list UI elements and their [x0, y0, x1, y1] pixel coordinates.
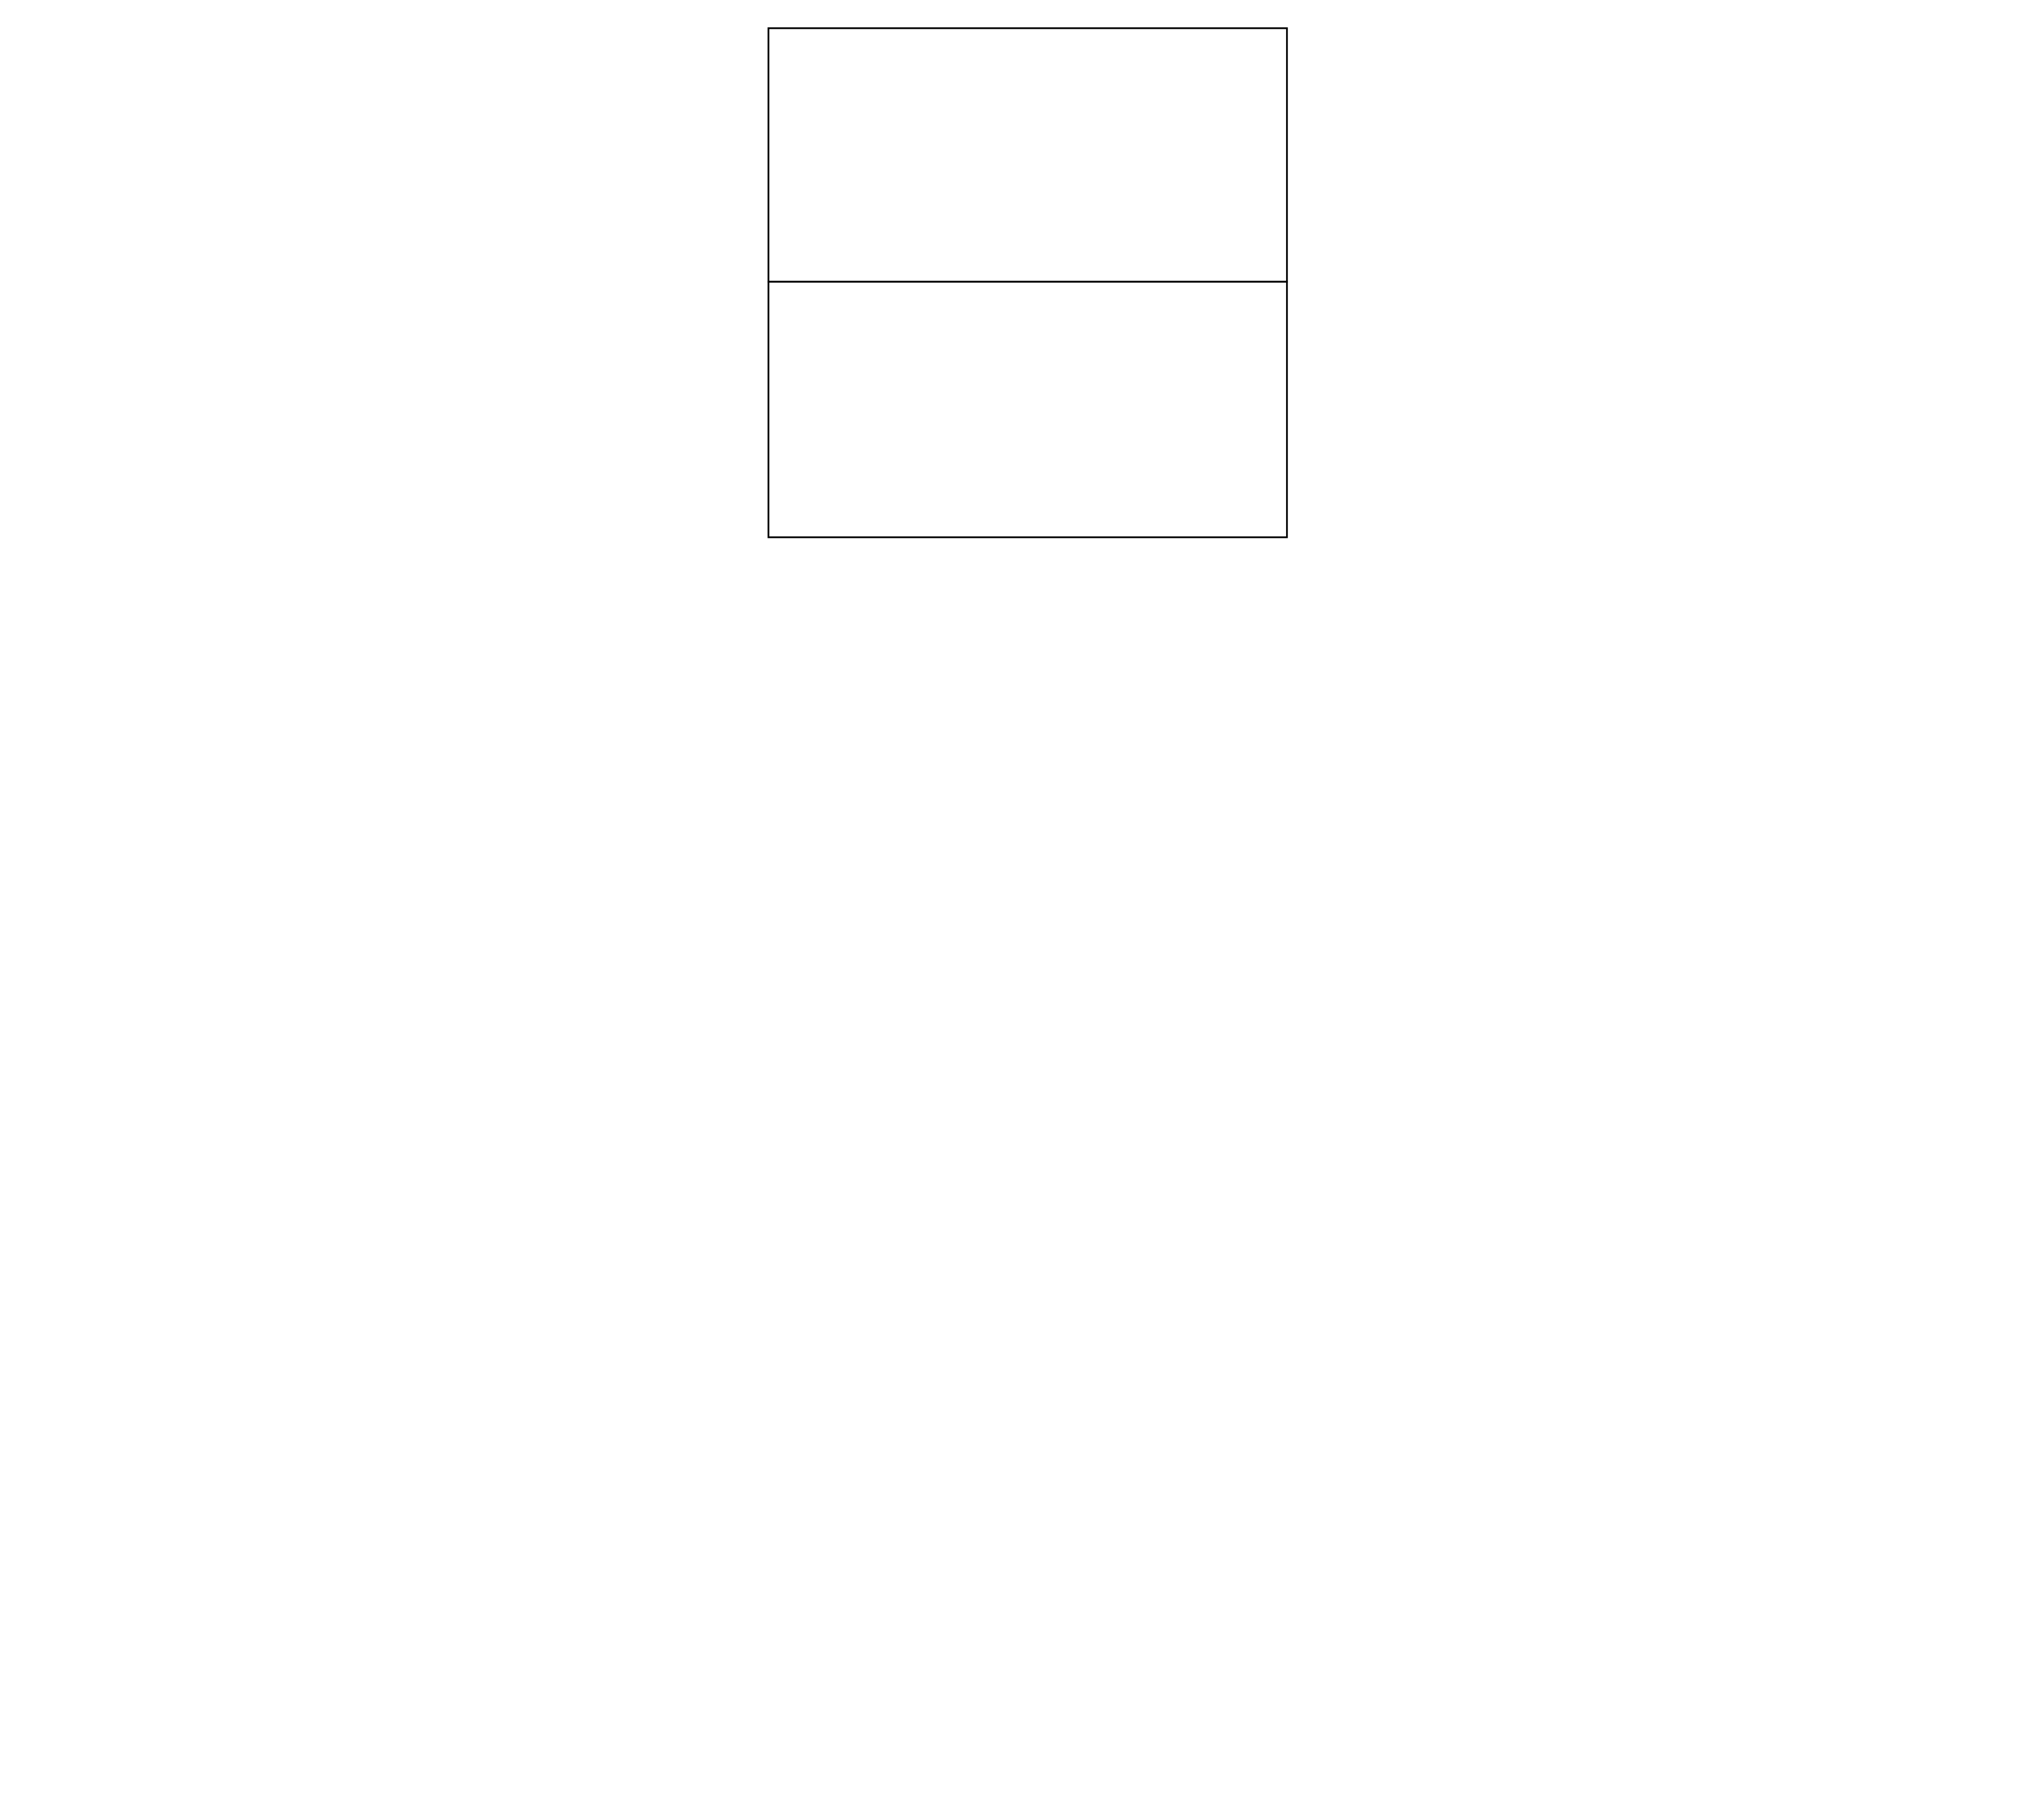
bottom-panel-frame	[767, 281, 1288, 538]
figure-container	[681, 0, 1363, 604]
figure-canvas	[767, 27, 1288, 538]
top-panel-frame	[767, 27, 1288, 283]
